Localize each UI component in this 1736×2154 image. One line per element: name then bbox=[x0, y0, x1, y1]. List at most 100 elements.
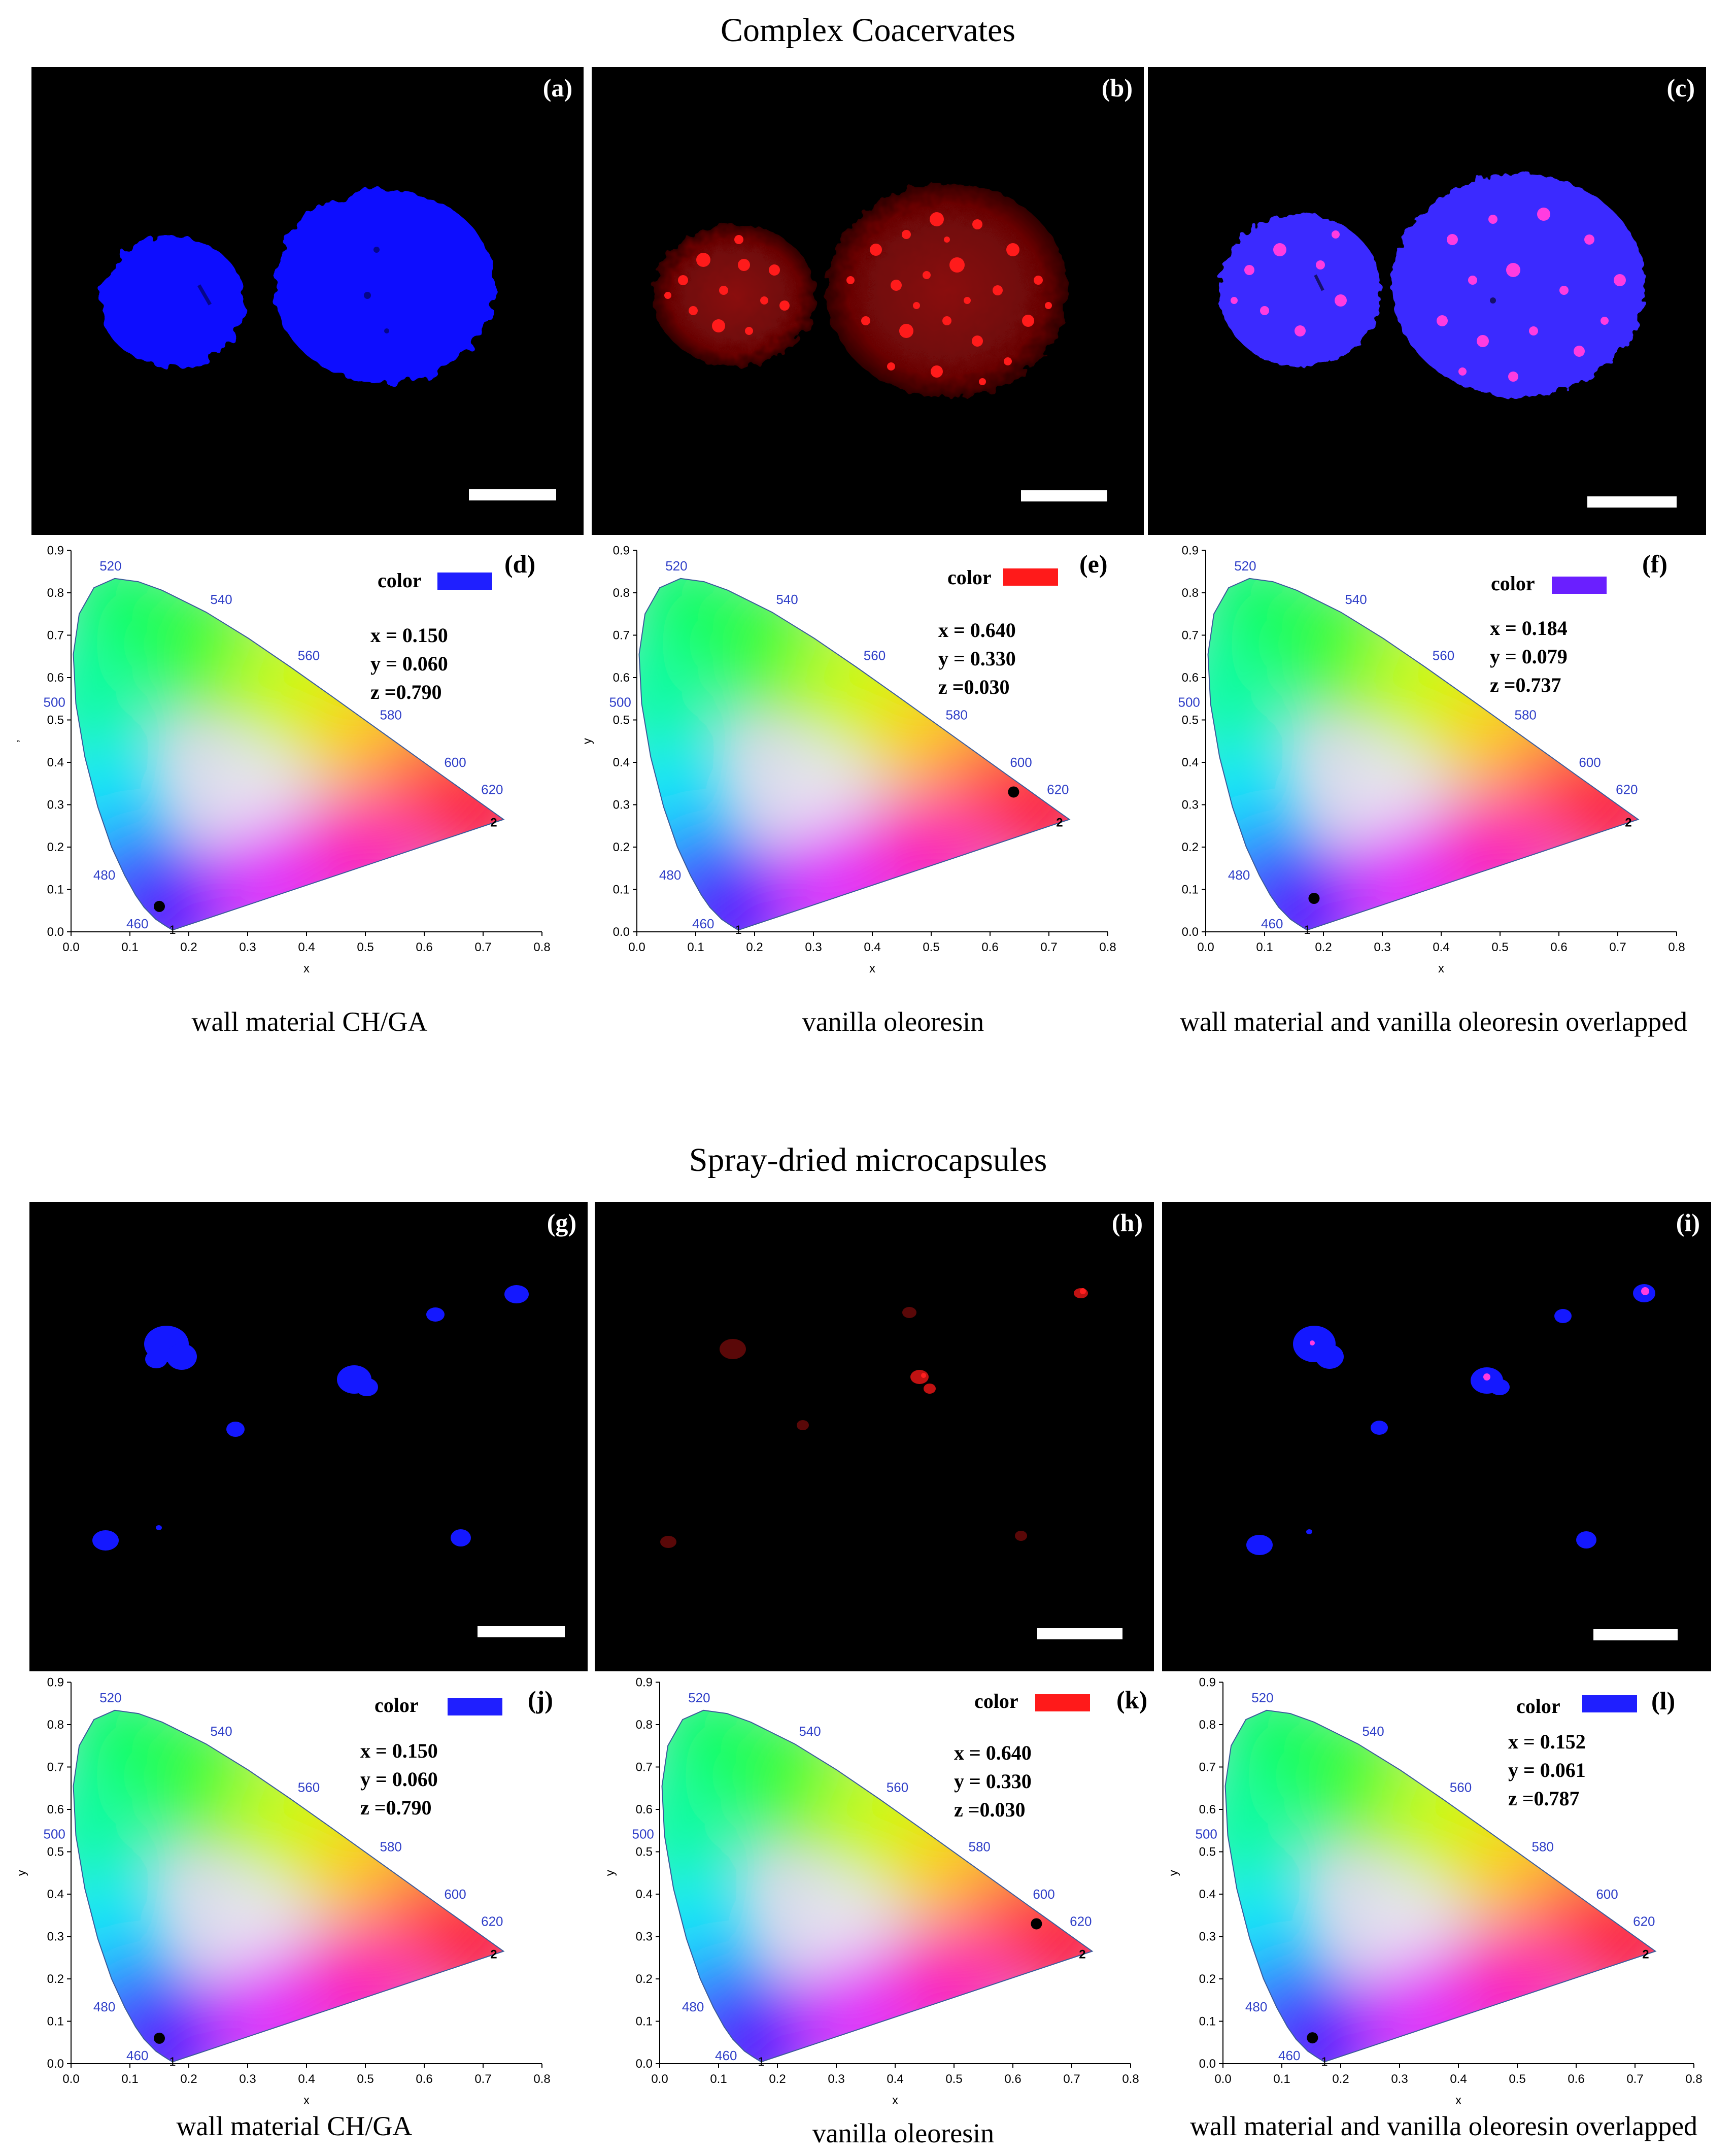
coord-z-k: z =0.030 bbox=[954, 1798, 1026, 1821]
caption-k: vanilla oleoresin bbox=[812, 2118, 995, 2148]
coord-x-f: x = 0.184 bbox=[1490, 617, 1568, 640]
y-tick-label: 0.1 bbox=[1199, 2015, 1216, 2029]
y-tick-label: 0.0 bbox=[47, 925, 64, 939]
wavelength-labels: 460 480 500 520 540 560 580 600 620 bbox=[632, 1690, 1092, 2063]
y-tick-label: 0.5 bbox=[613, 714, 630, 727]
y-tick-label: 0.3 bbox=[47, 798, 64, 812]
x-tick-label: 0.3 bbox=[239, 940, 256, 954]
axes: 0.0 0.1 0.2 0.3 0.4 0.5 0.6 0.7 0.8 0.0 0.1 0.2 0.3 0… bbox=[581, 544, 1116, 976]
y-tick-label: 0.9 bbox=[636, 1676, 653, 1690]
scale-bar-c bbox=[1587, 496, 1677, 508]
cie-chart-e: 0.0 0.1 0.2 0.3 0.4 0.5 0.6 0.7 0.8 0.0 0.1 0.2 0.3 0… bbox=[566, 544, 1144, 985]
coord-z-e: z =0.030 bbox=[938, 676, 1010, 698]
axes: 0.0 0.1 0.2 0.3 0.4 0.5 0.6 0.7 0.8 0.0 0.1 0.2 0.3 0… bbox=[1182, 544, 1685, 976]
cie-chart-l: 0.0 0.1 0.2 0.3 0.4 0.5 0.6 0.7 0.8 0.0 0.1 0.2 0.3 0… bbox=[1152, 1676, 1730, 2116]
y-tick-label: 0.9 bbox=[613, 544, 630, 558]
wavelength-label-500: 500 bbox=[44, 1826, 65, 1841]
wavelength-label-580: 580 bbox=[380, 708, 402, 723]
y-tick-label: 0.5 bbox=[1199, 1845, 1216, 1859]
wavelength-labels: 460 480 500 520 540 560 580 600 620 bbox=[1196, 1690, 1655, 2063]
cie-plot-l: 0.0 0.1 0.2 0.3 0.4 0.5 0.6 0.7 0.8 0.0 0.1 0.2 0.3 0… bbox=[1167, 1676, 1703, 2108]
scale-bar-a bbox=[469, 489, 556, 500]
micrograph-g: (g) bbox=[29, 1202, 588, 1671]
y-axis-label: ’ bbox=[15, 740, 28, 743]
panel-letter-e: (e) bbox=[1079, 550, 1108, 578]
cie-plot-f: 0.0 0.1 0.2 0.3 0.4 0.5 0.6 0.7 0.8 0.0 0.1 0.2 0.3 0… bbox=[1178, 544, 1685, 976]
x-tick-label: 0.2 bbox=[180, 2072, 197, 2086]
wavelength-label-460: 460 bbox=[692, 916, 714, 931]
coord-y-j: y = 0.060 bbox=[360, 1768, 438, 1791]
micrograph-i: (i) bbox=[1162, 1202, 1711, 1671]
wavelength-label-500: 500 bbox=[632, 1826, 654, 1841]
panel-letter-f: (f) bbox=[1642, 550, 1667, 578]
section-title-spray-dried: Spray-dried microcapsules bbox=[689, 1141, 1047, 1179]
y-tick-label: 0.3 bbox=[1199, 1930, 1216, 1944]
wavelength-label-480: 480 bbox=[659, 867, 681, 883]
x-tick-label: 0.0 bbox=[1197, 940, 1214, 954]
locus-end-2: 2 bbox=[490, 1947, 497, 1961]
coords-l: x = 0.152 y = 0.061 z =0.787 bbox=[1508, 1728, 1586, 1813]
y-tick-label: 0.3 bbox=[1182, 798, 1199, 812]
spectral-locus bbox=[661, 1709, 1094, 2062]
x-tick-label: 0.1 bbox=[121, 2072, 138, 2086]
wavelength-label-520: 520 bbox=[99, 1690, 121, 1705]
y-tick-label: 0.8 bbox=[1199, 1718, 1216, 1732]
y-tick-label: 0.2 bbox=[1199, 1972, 1216, 1986]
x-tick-label: 0.1 bbox=[121, 940, 138, 954]
cie-plot-e: 0.0 0.1 0.2 0.3 0.4 0.5 0.6 0.7 0.8 0.0 0.1 0.2 0.3 0… bbox=[581, 544, 1116, 976]
locus-end-1: 1 bbox=[735, 923, 741, 937]
panel-letter-j: (j) bbox=[528, 1686, 553, 1714]
x-tick-label: 0.8 bbox=[1122, 2072, 1139, 2086]
x-tick-label: 0.1 bbox=[1256, 940, 1273, 954]
y-tick-label: 0.4 bbox=[613, 756, 630, 769]
wavelength-label-540: 540 bbox=[776, 592, 798, 607]
y-tick-label: 0.2 bbox=[1182, 840, 1199, 854]
color-label-k: color bbox=[974, 1690, 1018, 1712]
wavelength-label-600: 600 bbox=[1010, 755, 1032, 770]
y-tick-label: 0.6 bbox=[47, 671, 64, 685]
y-tick-label: 0.7 bbox=[1199, 1761, 1216, 1774]
y-tick-label: 0.2 bbox=[47, 840, 64, 854]
wavelength-label-620: 620 bbox=[1616, 782, 1638, 797]
wavelength-labels: 460 480 500 520 540 560 580 600 620 bbox=[1178, 558, 1638, 931]
wavelength-label-520: 520 bbox=[1251, 1690, 1273, 1705]
wavelength-label-580: 580 bbox=[946, 708, 968, 723]
x-tick-label: 0.3 bbox=[828, 2072, 844, 2086]
y-tick-label: 0.5 bbox=[47, 1845, 64, 1859]
y-tick-label: 0.5 bbox=[1182, 714, 1199, 727]
wavelength-label-540: 540 bbox=[210, 1724, 232, 1739]
wavelength-label-460: 460 bbox=[1278, 2048, 1300, 2063]
y-axis-label: y bbox=[603, 1870, 617, 1876]
x-tick-label: 0.1 bbox=[687, 940, 704, 954]
wavelength-label-540: 540 bbox=[1362, 1724, 1384, 1739]
x-tick-label: 0.7 bbox=[474, 940, 491, 954]
color-swatch-f bbox=[1552, 577, 1607, 594]
x-tick-label: 0.8 bbox=[533, 2072, 550, 2086]
axes: 0.0 0.1 0.2 0.3 0.4 0.5 0.6 0.7 0.8 0.0 0.1 0.2 0.3 0… bbox=[15, 1676, 551, 2108]
coords-k: x = 0.640 y = 0.330 z =0.030 bbox=[954, 1739, 1032, 1824]
wavelength-label-600: 600 bbox=[1596, 1887, 1618, 1902]
locus-end-1: 1 bbox=[758, 2055, 764, 2069]
locus-end-1: 1 bbox=[169, 2055, 176, 2069]
y-tick-label: 0.1 bbox=[47, 883, 64, 897]
wavelength-label-620: 620 bbox=[481, 1914, 503, 1929]
wavelength-label-460: 460 bbox=[126, 2048, 148, 2063]
x-tick-label: 0.3 bbox=[805, 940, 822, 954]
wavelength-label-520: 520 bbox=[665, 558, 687, 574]
spectral-locus bbox=[1224, 1709, 1657, 2062]
y-tick-label: 0.8 bbox=[613, 586, 630, 600]
y-tick-label: 0.1 bbox=[636, 2015, 653, 2029]
x-tick-label: 0.6 bbox=[981, 940, 998, 954]
x-axis-label: x bbox=[303, 962, 310, 975]
caption-e: vanilla oleoresin bbox=[802, 1006, 984, 1037]
data-point bbox=[154, 900, 165, 912]
cie-chart-j: 0.0 0.1 0.2 0.3 0.4 0.5 0.6 0.7 0.8 0.0 0.1 0.2 0.3 0… bbox=[0, 1676, 578, 2116]
y-axis-label: y bbox=[581, 738, 594, 744]
data-point bbox=[1308, 893, 1320, 904]
micrograph-a-image bbox=[100, 189, 495, 383]
locus-end-2: 2 bbox=[1625, 816, 1631, 829]
x-tick-label: 0.5 bbox=[923, 940, 939, 954]
wavelength-label-560: 560 bbox=[298, 648, 320, 663]
coord-z-f: z =0.737 bbox=[1490, 674, 1561, 696]
color-swatch-e bbox=[1003, 568, 1058, 586]
